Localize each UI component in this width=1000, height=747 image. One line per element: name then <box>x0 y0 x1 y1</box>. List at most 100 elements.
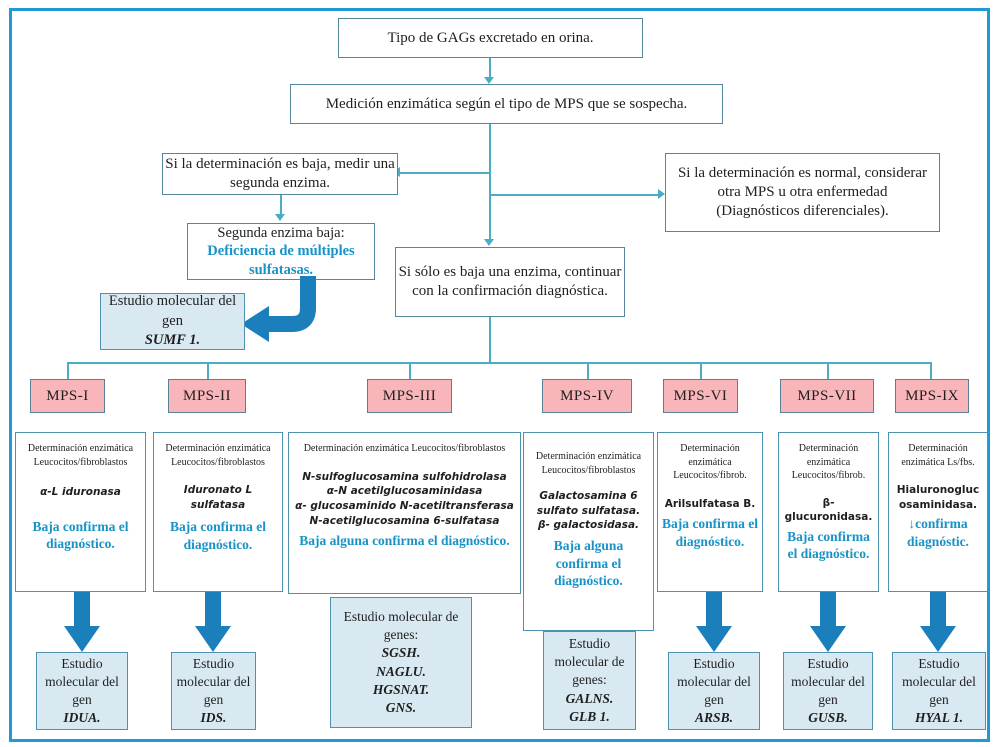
arrow-down-icon <box>275 214 285 221</box>
determination-text: Determinación enzimática Leucocitos/fibr… <box>303 443 506 454</box>
gene-box-morquio: Estudio molecular de genes: GALNS. GLB 1… <box>543 631 636 730</box>
connector-line <box>409 362 411 379</box>
determination-text: Determinación enzimática Leucocitos/fibr… <box>165 443 271 468</box>
column-detail-mps3: Determinación enzimática Leucocitos/fibr… <box>288 432 521 594</box>
enzyme-name: Arilsulfatasa B. <box>664 497 756 510</box>
gene-intro: Estudio molecular de genes: <box>343 608 459 643</box>
enzyme-name: α-N acetilglucosaminidasa <box>326 485 483 498</box>
gene-name: IDUA. <box>63 710 101 726</box>
connector-line <box>400 172 489 174</box>
determination-text: Determinación enzimática Leucocitos/fibr… <box>27 443 134 468</box>
thick-arrow <box>930 592 946 626</box>
connector-line <box>489 58 491 79</box>
enzyme-name: Galactosamina 6 sulfato sulfatasa. <box>536 490 641 517</box>
distribution-line <box>67 362 932 364</box>
sumf1-gene: SUMF 1. <box>144 332 201 349</box>
enzyme-name: N-acetilglucosamina 6-sulfatasa <box>309 514 500 527</box>
gene-name: GALNS. <box>565 690 614 706</box>
column-detail-mps7: Determinación enzimática Leucocitos/fibr… <box>778 432 879 592</box>
box-solo-baja: Si sólo es baja una enzima, continuar co… <box>395 247 625 317</box>
connector-line <box>489 317 491 362</box>
thick-arrow-head-icon <box>64 626 100 652</box>
box-sumf1: Estudio molecular del gen SUMF 1. <box>100 293 245 350</box>
arrow-down-icon <box>484 239 494 246</box>
mps-header-I: MPS-I <box>30 379 105 413</box>
thick-arrow <box>205 592 221 626</box>
gene-intro: Estudio molecular del gen <box>677 655 751 707</box>
gene-name: SGSH. <box>381 645 421 661</box>
connector-line <box>587 362 589 379</box>
gene-box-idua: Estudio molecular del gen IDUA. <box>36 652 128 730</box>
thick-arrow <box>74 592 90 626</box>
connector-line <box>827 362 829 379</box>
enzyme-name: α-L iduronasa <box>40 486 121 498</box>
box-gags: Tipo de GAGs excretado en orina. <box>338 18 643 58</box>
gene-intro: Estudio molecular de genes: <box>554 635 625 688</box>
connector-line <box>489 124 491 239</box>
enzyme-name: α- glucosaminido N-acetiltransferasa <box>295 499 514 512</box>
determination-text: Determinación enzimática Leucocitos/fibr… <box>535 451 642 476</box>
thick-arrow <box>820 592 836 626</box>
thick-arrow-head-icon <box>195 626 231 652</box>
gene-name: GLB 1. <box>569 708 610 724</box>
thick-arrow-head-icon <box>810 626 846 652</box>
conclusion-text: Baja alguna confirma el diagnóstico. <box>553 538 624 589</box>
thick-arrow-head-icon <box>696 626 732 652</box>
gene-intro: Estudio molecular del gen <box>902 655 976 707</box>
gene-intro: Estudio molecular del gen <box>176 655 251 707</box>
gene-box-sanfilippo: Estudio molecular de genes: SGSH. NAGLU.… <box>330 597 472 728</box>
mps-header-VI: MPS-VI <box>663 379 738 413</box>
gene-name: IDS. <box>200 710 227 726</box>
thick-elbow-arrow <box>241 276 316 342</box>
thick-arrow <box>706 592 722 626</box>
mps-header-II: MPS-II <box>168 379 246 413</box>
box-determinacion-baja: Si la determinación es baja, medir una s… <box>162 153 398 195</box>
thick-arrow-head-icon <box>920 626 956 652</box>
gene-box-hyal1: Estudio molecular del gen HYAL 1. <box>892 652 986 730</box>
column-detail-mps1: Determinación enzimática Leucocitos/fibr… <box>15 432 146 592</box>
segunda-enzima-label: Segunda enzima baja: <box>217 225 345 242</box>
mps-header-III: MPS-III <box>367 379 452 413</box>
connector-line <box>207 362 209 379</box>
gene-intro: Estudio molecular del gen <box>45 655 119 707</box>
conclusion-text: Baja confirma el diagnóstico. <box>32 518 129 552</box>
mps-header-IV: MPS-IV <box>542 379 632 413</box>
gene-name: HYAL 1. <box>915 710 963 726</box>
conclusion-text: Baja alguna confirma el diagnóstico. <box>299 533 510 549</box>
gene-name: GNS. <box>385 699 417 715</box>
gene-name: ARSB. <box>695 710 733 726</box>
column-detail-mps4: Determinación enzimática Leucocitos/fibr… <box>523 432 654 631</box>
mps-header-VII: MPS-VII <box>780 379 874 413</box>
connector-line <box>930 362 932 379</box>
determination-text: Determinación enzimática Ls/fbs. <box>901 443 975 468</box>
conclusion-text: Baja confirma el diagnóstico. <box>170 519 266 552</box>
gene-intro: Estudio molecular del gen <box>791 655 865 707</box>
arrow-down-icon <box>484 77 494 84</box>
conclusion-text: ↓confirma diagnóstic. <box>907 516 969 549</box>
outer-frame <box>9 8 990 742</box>
gene-box-arsb: Estudio molecular del gen ARSB. <box>668 652 760 730</box>
gene-box-ids: Estudio molecular del gen IDS. <box>171 652 256 730</box>
enzyme-name: Iduronato L sulfatasa <box>183 484 253 511</box>
gene-name: NAGLU. <box>376 663 426 679</box>
gene-box-gusb: Estudio molecular del gen GUSB. <box>783 652 873 730</box>
box-determinacion-normal: Si la determinación es normal, considera… <box>665 153 940 232</box>
connector-line <box>700 362 702 379</box>
connector-line <box>280 195 282 215</box>
column-detail-mps6: Determinación enzimática Leucocitos/fibr… <box>657 432 763 592</box>
box-medicion-enzimatica: Medición enzimática según el tipo de MPS… <box>290 84 723 124</box>
segunda-enzima-highlight: Deficiencia de múltiples sulfatasas. <box>207 243 355 278</box>
conclusion-text: Baja confirma el diagnóstico. <box>787 528 870 562</box>
connector-line <box>489 194 658 196</box>
column-detail-mps9: Determinación enzimática Ls/fbs. Hialuro… <box>888 432 988 592</box>
conclusion-text: Baja confirma el diagnóstico. <box>662 516 758 549</box>
enzyme-name: β- glucuronidasa. <box>784 496 873 524</box>
arrow-right-icon <box>658 189 665 199</box>
enzyme-name: N-sulfoglucosamina sulfohidrolasa <box>302 470 507 483</box>
gene-name: GUSB. <box>808 710 848 726</box>
determination-text: Determinación enzimática Leucocitos/fibr… <box>673 443 747 481</box>
determination-text: Determinación enzimática Leucocitos/fibr… <box>791 443 866 481</box>
gene-name: HGSNAT. <box>372 681 430 697</box>
connector-line <box>67 362 69 379</box>
